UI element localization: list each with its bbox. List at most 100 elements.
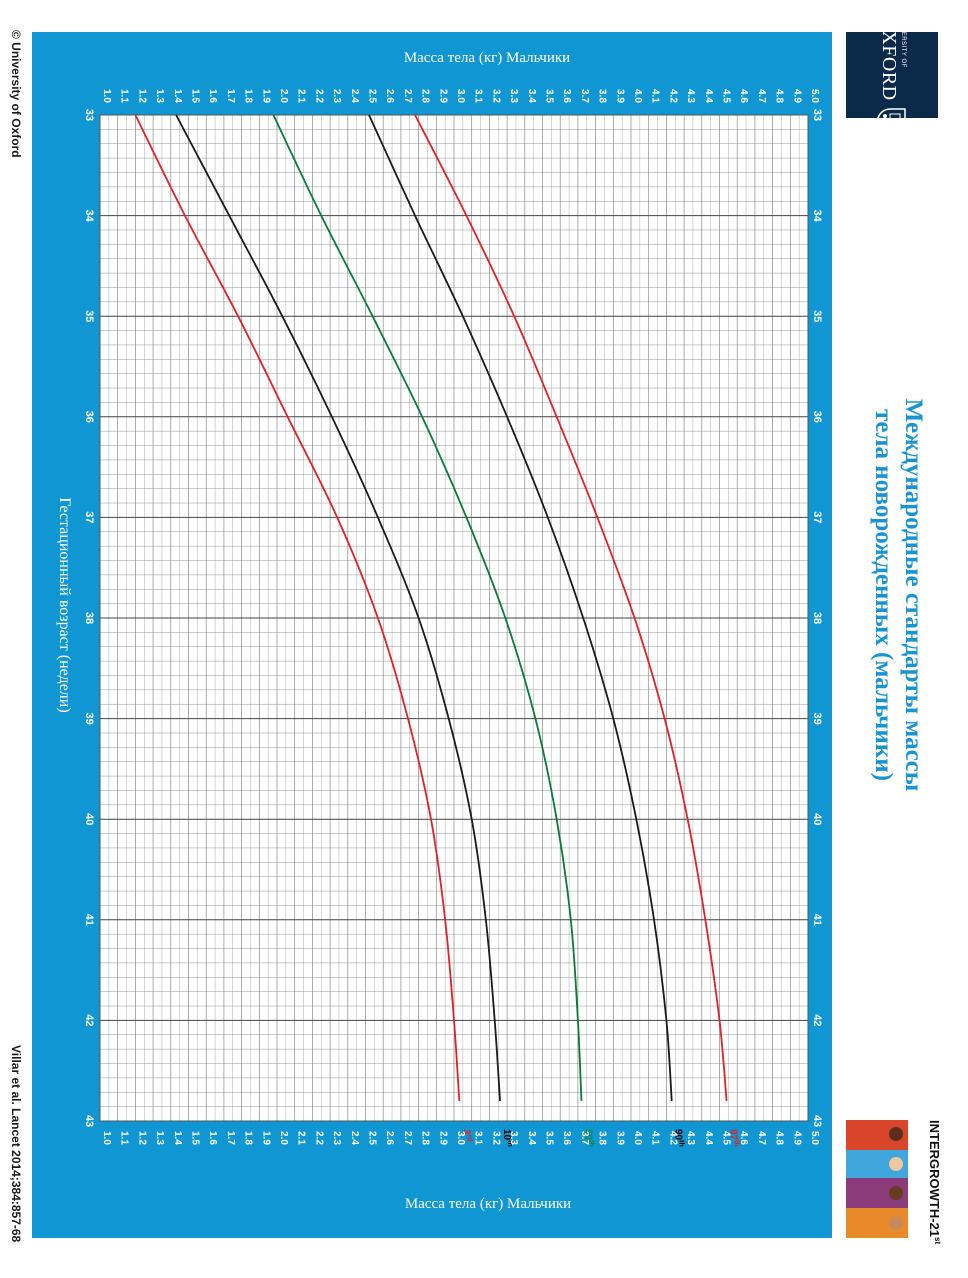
x-tick-label-left: 33: [83, 109, 95, 121]
y-tick-label-bottom: 1.6: [207, 1131, 218, 1145]
curve-10th: [175, 114, 501, 1101]
y-tick-label-bottom: 4.1: [650, 1131, 661, 1145]
x-axis-title: Гестационный возраст (недели): [56, 497, 73, 712]
percentile-label-3rd: 3rd: [460, 1129, 472, 1142]
y-tick-label-bottom: 3.5: [544, 1131, 555, 1145]
y-tick-label-top: 4.2: [667, 89, 678, 103]
y-tick-label-top: 1.9: [260, 89, 271, 103]
y-tick-label-bottom: 4.4: [703, 1131, 714, 1145]
oxford-big-text: OXFORD: [878, 15, 901, 101]
y-tick-label-top: 2.9: [437, 89, 448, 103]
chart-title-line1: Международные стандарты массы: [900, 399, 927, 792]
percentile-label-97th: 97th: [728, 1129, 740, 1147]
y-tick-label-bottom: 3.1: [473, 1131, 484, 1145]
y-tick-label-bottom: 1.5: [190, 1131, 201, 1145]
x-tick-label-left: 38: [83, 612, 95, 624]
y-tick-label-bottom: 3.7: [579, 1131, 590, 1145]
y-tick-label-top: 1.1: [119, 89, 130, 103]
y-tick-label-bottom: 3.9: [614, 1131, 625, 1145]
x-tick-label-left: 35: [83, 310, 95, 322]
x-tick-label-right: 41: [811, 914, 823, 926]
y-tick-label-top: 1.4: [172, 89, 183, 103]
y-tick-label-top: 3.2: [490, 89, 501, 103]
y-tick-label-top: 3.1: [473, 89, 484, 103]
y-tick-label-top: 1.3: [154, 89, 165, 103]
y-tick-label-bottom: 1.0: [101, 1131, 112, 1145]
y-tick-label-top: 5.0: [809, 89, 820, 103]
percentile-curves: [134, 114, 728, 1101]
y-tick-label-top: 4.1: [650, 89, 661, 103]
y-tick-label-bottom: 1.3: [154, 1131, 165, 1145]
y-tick-label-top: 4.9: [791, 89, 802, 103]
x-tick-label-right: 34: [811, 209, 823, 222]
y-tick-label-bottom: 5.0: [809, 1131, 820, 1145]
y-tick-label-top: 3.6: [561, 89, 572, 103]
curve-97th: [414, 114, 728, 1101]
y-tick-label-top: 2.7: [402, 89, 413, 103]
percentile-labels: 97th 90th 50th 10th 3rd: [460, 1129, 739, 1147]
copyright-text: © University of Oxford: [9, 30, 23, 158]
y-tick-label-bottom: 3.2: [490, 1131, 501, 1145]
y-tick-label-bottom: 2.3: [331, 1131, 342, 1145]
axis-ticks: 1.0 1.0 1.1 1.1 1.2 1.2 1.3 1.3 1.4 1.4 1.5 1.5 1.6 1…: [83, 89, 823, 1145]
intergrowth-logo-image: [846, 1120, 908, 1238]
y-tick-label-top: 2.4: [349, 89, 360, 103]
y-tick-label-top: 3.4: [526, 89, 537, 103]
percentile-label-10th: 10th: [501, 1129, 513, 1147]
x-tick-label-right: 43: [811, 1115, 823, 1127]
x-tick-label-right: 42: [811, 1014, 823, 1026]
percentile-label-90th: 90th: [673, 1129, 685, 1147]
y-axis-title-bottom: Масса тела (кг) Мальчики: [405, 1196, 571, 1212]
y-tick-label-top: 3.8: [597, 89, 608, 103]
y-tick-label-bottom: 3.4: [526, 1131, 537, 1145]
y-tick-label-top: 3.0: [455, 89, 466, 103]
grid-major: [99, 114, 809, 1122]
oxford-logo: UNIVERSITY OF OXFORD: [846, 15, 938, 134]
y-axis-title-top: Масса тела (кг) Мальчики: [404, 50, 570, 66]
y-tick-label-bottom: 2.7: [402, 1131, 413, 1145]
x-tick-label-right: 40: [811, 813, 823, 825]
y-tick-label-top: 2.8: [420, 89, 431, 103]
y-tick-label-top: 3.9: [614, 89, 625, 103]
y-tick-label-top: 2.5: [367, 89, 378, 103]
x-tick-label-left: 42: [83, 1014, 95, 1026]
y-tick-label-bottom: 3.3: [508, 1131, 519, 1145]
y-tick-label-bottom: 2.2: [313, 1131, 324, 1145]
y-tick-label-top: 3.7: [579, 89, 590, 103]
x-tick-label-left: 36: [83, 411, 95, 423]
y-tick-label-bottom: 1.7: [225, 1131, 236, 1145]
x-tick-label-left: 39: [83, 712, 95, 724]
x-tick-label-left: 37: [83, 511, 95, 523]
y-tick-label-bottom: 2.1: [296, 1131, 307, 1145]
intergrowth-label: INTERGROWTH-21st: [927, 1120, 942, 1244]
plot-border: [99, 114, 809, 1122]
oxford-small-text: UNIVERSITY OF: [900, 15, 907, 68]
y-tick-label-bottom: 1.4: [172, 1131, 183, 1145]
y-tick-label-bottom: 2.4: [349, 1131, 360, 1145]
citation-text: Villar et al. Lancet 2014;384:857-68: [9, 1045, 23, 1243]
y-tick-label-top: 1.7: [225, 89, 236, 103]
y-tick-label-top: 1.8: [243, 89, 254, 103]
y-tick-label-bottom: 3.8: [597, 1131, 608, 1145]
y-tick-label-top: 4.4: [703, 89, 714, 103]
y-tick-label-bottom: 2.0: [278, 1131, 289, 1145]
y-tick-label-bottom: 1.1: [119, 1131, 130, 1145]
y-tick-label-bottom: 4.0: [632, 1131, 643, 1145]
x-tick-label-right: 35: [811, 310, 823, 322]
y-tick-label-top: 3.3: [508, 89, 519, 103]
y-tick-label-bottom: 2.8: [420, 1131, 431, 1145]
y-tick-label-top: 4.5: [721, 89, 732, 103]
curve-3rd: [134, 114, 461, 1101]
y-tick-label-bottom: 4.7: [756, 1131, 767, 1145]
oxford-crest-icon: [876, 107, 906, 134]
y-tick-label-top: 2.3: [331, 89, 342, 103]
y-tick-label-bottom: 4.2: [667, 1131, 678, 1145]
y-tick-label-bottom: 2.6: [384, 1131, 395, 1145]
y-tick-label-bottom: 4.8: [774, 1131, 785, 1145]
y-tick-label-top: 2.1: [296, 89, 307, 103]
y-tick-label-bottom: 4.9: [791, 1131, 802, 1145]
x-tick-label-right: 36: [811, 411, 823, 423]
x-tick-label-right: 33: [811, 109, 823, 121]
y-tick-label-top: 4.8: [774, 89, 785, 103]
x-tick-label-left: 43: [83, 1115, 95, 1127]
